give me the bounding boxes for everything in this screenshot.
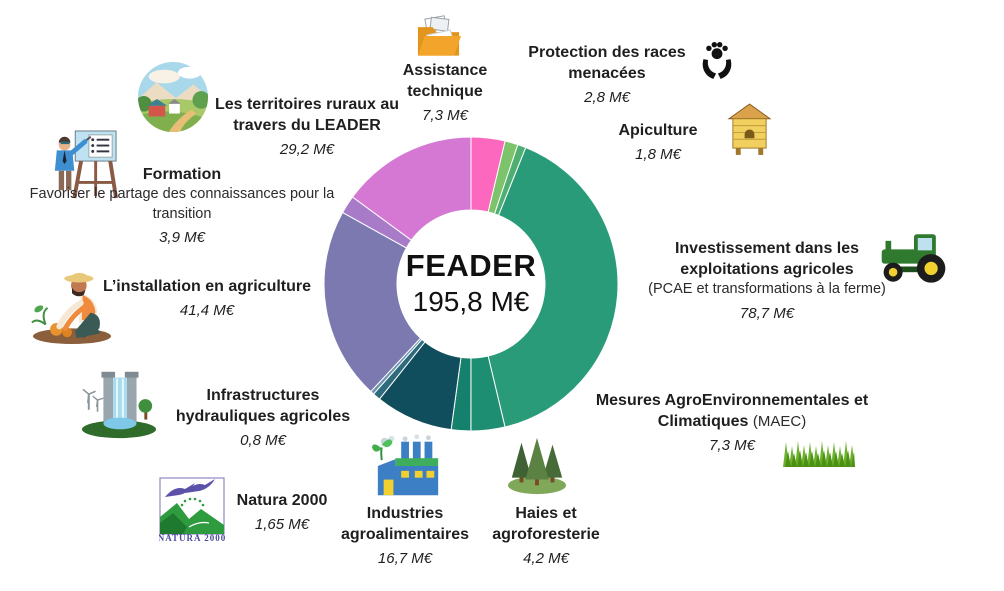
slice-note: (MAEC) — [752, 413, 807, 431]
slice-label: Industries agroalimentaires — [340, 505, 470, 544]
trainer-easel-icon — [54, 130, 118, 199]
rural-landscape-icon — [137, 61, 209, 133]
slice-value: 78,7 M€ — [739, 304, 795, 322]
label-natura-2000: Natura 2000 1,65 M€ — [227, 490, 337, 533]
label-leader: Les territoires ruraux au travers du LEA… — [212, 94, 402, 158]
slice-label: L’installation en agriculture — [102, 278, 312, 295]
slice-label: Natura 2000 — [236, 492, 328, 509]
slice-label: Haies et agroforesterie — [492, 505, 600, 544]
slice-value: 4,2 M€ — [523, 550, 569, 568]
label-apiculture: Apiculture 1,8 M€ — [593, 120, 723, 163]
slice-value: 1,65 M€ — [254, 516, 310, 534]
label-assistance-technique: Assistance technique 7,3 M€ — [380, 60, 510, 124]
slice-label: Assistance technique — [402, 62, 488, 101]
label-industries: Industries agroalimentaires 16,7 M€ — [318, 503, 493, 567]
slice-value: 16,7 M€ — [377, 550, 433, 568]
slice-value: 41,4 M€ — [179, 302, 235, 320]
label-investissement: Investissement dans les exploitations ag… — [617, 238, 917, 322]
folder-icon — [417, 15, 462, 56]
chart-center-label: FEADER 195,8 M€ — [406, 248, 536, 318]
slice-value: 29,2 M€ — [279, 141, 335, 159]
label-protection-races: Protection des races menacées 2,8 M€ — [515, 42, 700, 106]
grass-icon — [783, 441, 855, 467]
slice-value: 7,3 M€ — [422, 107, 468, 125]
label-maec: Mesures AgroEnvironnementales et Climati… — [582, 390, 882, 454]
slice-value: 0,8 M€ — [240, 432, 286, 450]
chart-center-title: FEADER — [405, 248, 537, 283]
donut-slice-11 — [351, 136, 472, 241]
slice-note: (PCAE et transformations à la ferme) — [648, 281, 886, 298]
tractor-icon — [881, 234, 946, 283]
slice-value: 1,8 M€ — [635, 146, 681, 164]
slice-value: 2,8 M€ — [584, 89, 630, 107]
slice-label: Apiculture — [618, 122, 698, 139]
slice-label: Les territoires ruraux au travers du LEA… — [214, 96, 400, 135]
natura-2000-logo: NATURA 2000 — [159, 477, 225, 543]
label-installation: L’installation en agriculture 41,4 M€ — [90, 276, 325, 319]
slice-label: Protection des races menacées — [528, 44, 686, 83]
factory-icon — [372, 434, 439, 496]
svg-text:NATURA 2000: NATURA 2000 — [159, 533, 225, 543]
slice-label: Investissement dans les exploitations ag… — [674, 240, 860, 279]
slice-value: 7,3 M€ — [709, 437, 755, 455]
donut-chart — [323, 136, 619, 432]
label-formation: Formation Favoriser le partage des conna… — [30, 164, 335, 246]
slice-label: Formation — [142, 166, 222, 183]
slice-label: Infrastructures hydrauliques agricoles — [175, 387, 351, 426]
beehive-icon — [727, 103, 772, 155]
dam-icon — [81, 371, 157, 439]
farmer-icon — [31, 272, 112, 344]
donut-slice-9 — [323, 211, 422, 393]
trees-icon — [507, 437, 567, 495]
slice-label: Mesures AgroEnvironnementales et Climati… — [595, 392, 869, 431]
label-haies: Haies et agroforesterie 4,2 M€ — [479, 503, 614, 567]
label-infrastructures: Infrastructures hydrauliques agricoles 0… — [166, 385, 361, 449]
donut-slice-3 — [487, 146, 619, 428]
slice-value: 3,9 M€ — [159, 229, 205, 247]
paw-in-hands-icon — [702, 42, 732, 79]
slice-note: Favoriser le partage des connaissances p… — [29, 186, 335, 222]
chart-center-value: 195,8 M€ — [412, 286, 530, 317]
